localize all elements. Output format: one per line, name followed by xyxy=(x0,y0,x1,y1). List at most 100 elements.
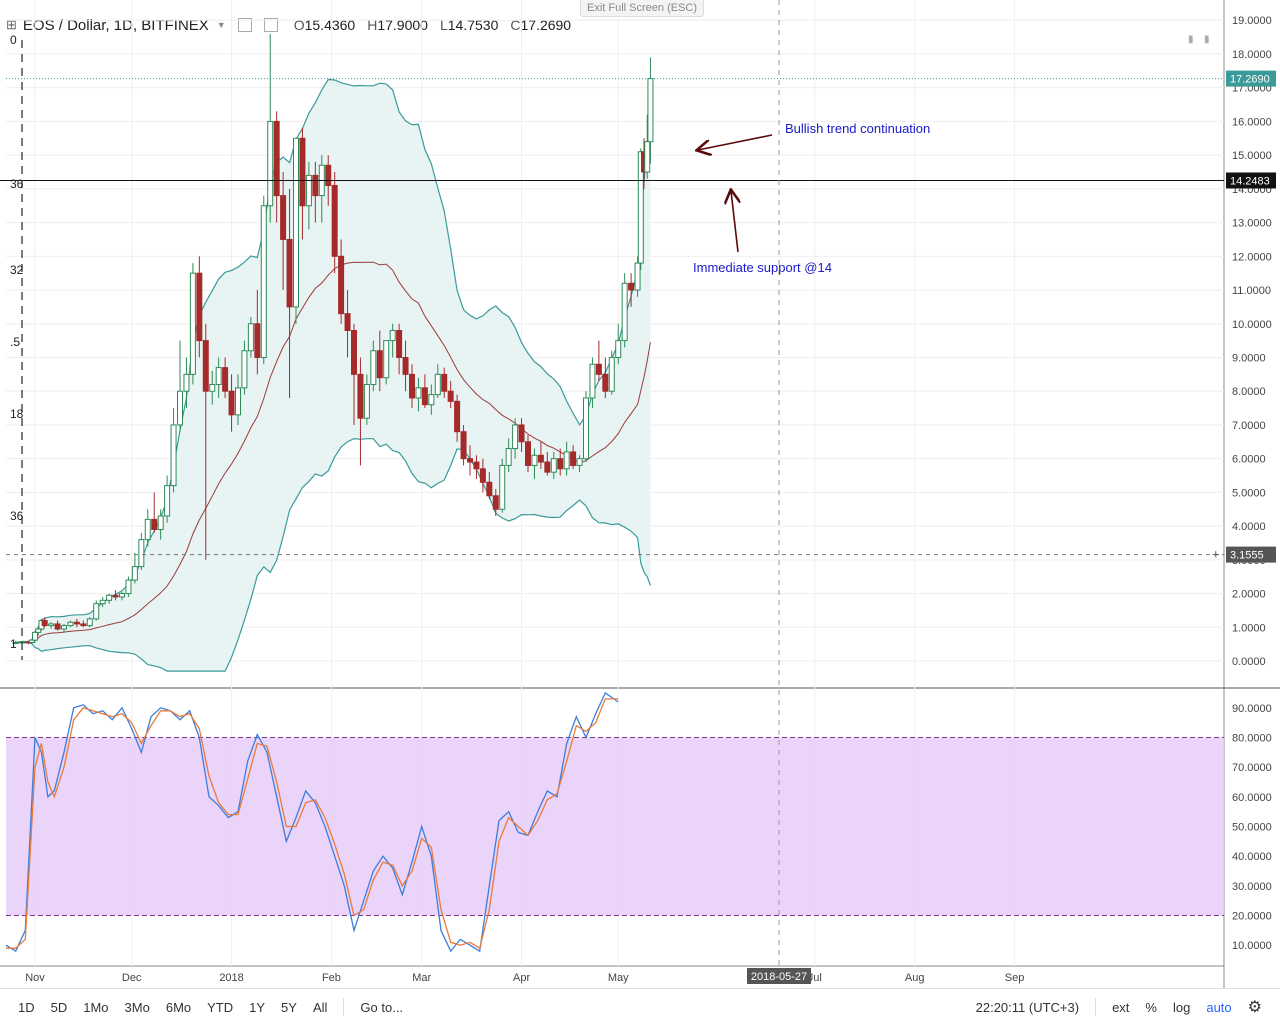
time-tick-label: Dec xyxy=(122,972,142,984)
stoch-tick-label: 20.0000 xyxy=(1232,911,1272,923)
toolbar-divider xyxy=(343,998,345,1016)
candle-body xyxy=(492,495,499,510)
annotation-support: Immediate support @14 xyxy=(693,260,832,275)
candle-body xyxy=(202,340,209,392)
candle-body xyxy=(505,448,512,466)
log-button[interactable]: log xyxy=(1172,999,1191,1015)
candle-body xyxy=(460,431,467,460)
pause-icon-2[interactable]: ▮ xyxy=(1204,34,1210,45)
candle-body xyxy=(164,485,171,517)
price-tick-label: 9.0000 xyxy=(1232,352,1266,364)
range-all-button[interactable]: All xyxy=(312,999,328,1015)
crosshair-plus-icon: + xyxy=(1212,547,1220,562)
candle-body xyxy=(273,120,280,197)
stoch-overbought-oversold-band xyxy=(6,737,1224,916)
candle-body xyxy=(409,373,415,399)
stoch-tick-label: 60.0000 xyxy=(1232,792,1272,804)
candle-body xyxy=(151,518,158,530)
price-tick-label: 13.0000 xyxy=(1232,218,1272,230)
candle-body xyxy=(351,330,357,375)
candle-body xyxy=(189,272,196,375)
low-value: 14.7530 xyxy=(447,17,499,33)
goto-button[interactable]: Go to... xyxy=(360,999,404,1015)
stoch-k-line xyxy=(5,692,619,953)
candle-body xyxy=(479,468,486,483)
candle-body xyxy=(41,620,48,627)
candle-body xyxy=(235,387,241,416)
candle-body xyxy=(112,594,119,598)
gear-icon[interactable]: ⚙ xyxy=(1247,999,1262,1016)
time-tick-label: 2018 xyxy=(219,972,243,984)
arrow-support xyxy=(731,191,738,253)
candle-body xyxy=(576,458,583,466)
candle-body xyxy=(615,340,622,358)
stoch-tick-label: 70.0000 xyxy=(1232,762,1272,774)
range-5d-button[interactable]: 5D xyxy=(50,999,68,1015)
range-1y-button[interactable]: 1Y xyxy=(249,999,266,1015)
candle-body xyxy=(125,579,132,595)
candle-body xyxy=(177,390,183,426)
candle-body xyxy=(344,313,351,332)
candle-body xyxy=(222,367,229,392)
range-3mo-button[interactable]: 3Mo xyxy=(124,999,150,1015)
candle-body xyxy=(144,518,151,541)
range-1mo-button[interactable]: 1Mo xyxy=(83,999,109,1015)
candle-body xyxy=(563,451,570,470)
range-ytd-button[interactable]: YTD xyxy=(207,999,234,1015)
open-label: O xyxy=(293,17,305,33)
candle-body xyxy=(12,641,19,644)
bollinger-fill xyxy=(15,79,651,672)
candle-body xyxy=(254,323,261,358)
price-tick-label: 0.0000 xyxy=(1232,656,1266,668)
pause-icon[interactable]: ▮ xyxy=(1188,34,1194,45)
candle-body xyxy=(357,373,364,419)
candle-body xyxy=(67,621,74,627)
price-tick-label: 4.0000 xyxy=(1232,521,1266,533)
candle-body xyxy=(447,390,454,402)
symbol-title[interactable]: EOS / Dollar, 1D, BITFINEX xyxy=(22,16,209,34)
range-5y-button[interactable]: 5Y xyxy=(281,999,297,1015)
percent-button[interactable]: % xyxy=(1145,999,1157,1015)
candle-body xyxy=(247,323,254,352)
bottom-toolbar: 1D 5D 1Mo 3Mo 6Mo YTD 1Y 5Y All Go to...… xyxy=(0,988,1280,1025)
candle-body xyxy=(293,137,299,308)
last-price-tag-bg xyxy=(1226,70,1276,87)
high-label: H xyxy=(367,17,378,33)
chevron-down-icon[interactable]: ▼ xyxy=(216,20,226,30)
candle-body xyxy=(131,566,138,581)
price-chart[interactable]: 19.000018.000017.000016.000015.000014.00… xyxy=(0,0,1280,988)
candle-body xyxy=(170,424,177,487)
exit-fullscreen-button[interactable]: Exit Full Screen (ESC) xyxy=(580,0,705,17)
close-icon[interactable] xyxy=(263,18,278,32)
stoch-tick-label: 40.0000 xyxy=(1232,851,1272,863)
left-axis-fragment: .5 xyxy=(10,335,20,349)
candle-body xyxy=(325,164,332,186)
candle-body xyxy=(402,356,409,375)
stoch-tick-label: 10.0000 xyxy=(1232,940,1272,952)
bollinger-middle-line xyxy=(15,261,651,643)
clock-readout: 22:20:11 (UTC+3) xyxy=(975,999,1080,1015)
candle-body xyxy=(376,350,383,379)
candle-body xyxy=(54,623,61,630)
candle-body xyxy=(312,174,319,197)
candle-body xyxy=(106,594,113,601)
last-price-tag: 17.2690 xyxy=(1230,74,1270,86)
price-tick-label: 6.0000 xyxy=(1232,454,1266,466)
candle-body xyxy=(467,458,473,463)
candle-body xyxy=(531,454,538,466)
price-tick-label: 7.0000 xyxy=(1232,420,1266,432)
candle-body xyxy=(499,464,506,510)
candle-body xyxy=(215,367,222,385)
range-1d-button[interactable]: 1D xyxy=(18,999,35,1015)
high-value: 17.9000 xyxy=(377,17,428,33)
stoch-tick-label: 80.0000 xyxy=(1232,732,1272,744)
ext-button[interactable]: ext xyxy=(1112,999,1130,1015)
candle-body xyxy=(299,137,306,207)
range-6mo-button[interactable]: 6Mo xyxy=(165,999,192,1015)
crosshair-icon[interactable]: ⊞ xyxy=(6,17,17,32)
candle-body xyxy=(93,603,100,620)
candle-body xyxy=(473,461,480,470)
candle-body xyxy=(61,625,67,630)
settings-icon[interactable] xyxy=(237,18,252,32)
auto-button[interactable]: auto xyxy=(1206,999,1232,1015)
